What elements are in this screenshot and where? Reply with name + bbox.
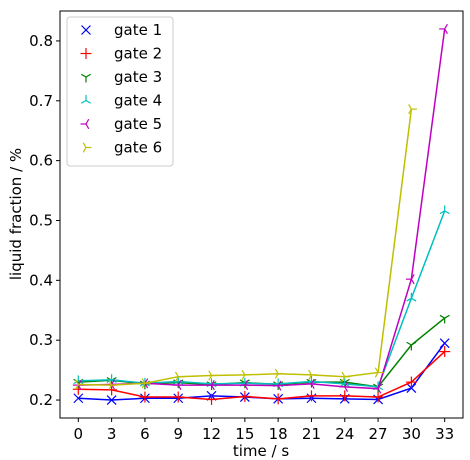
series-gate-6 <box>75 104 417 391</box>
data-point <box>241 369 251 380</box>
data-point <box>372 383 382 394</box>
data-point <box>374 367 384 378</box>
data-point <box>206 380 215 391</box>
data-point <box>174 371 184 382</box>
y-tick-label: 0.7 <box>29 92 53 110</box>
data-point <box>239 390 251 402</box>
data-point <box>305 378 315 389</box>
series-gate-2 <box>72 346 451 405</box>
data-point <box>73 393 84 404</box>
data-point <box>206 393 218 405</box>
x-tick-label: 12 <box>202 425 221 443</box>
data-point <box>108 380 118 391</box>
data-point <box>75 379 84 390</box>
series-line <box>78 351 446 401</box>
x-tick-label: 0 <box>74 425 84 443</box>
x-axis-label: time / s <box>233 442 289 460</box>
legend-marker <box>80 118 90 130</box>
legend-marker <box>81 25 91 35</box>
data-point <box>339 390 351 402</box>
plot-area <box>59 10 464 419</box>
data-point <box>439 314 450 324</box>
legend-label: gate 4 <box>114 92 162 110</box>
x-tick-label: 15 <box>235 425 254 443</box>
data-point <box>408 104 417 115</box>
legend-frame <box>66 16 174 167</box>
y-tick-label: 0.2 <box>29 391 53 409</box>
data-point <box>405 376 417 388</box>
legend-item: gate 4 <box>80 92 162 110</box>
series-gate-3 <box>73 314 450 393</box>
data-point <box>141 378 151 389</box>
data-point <box>272 393 284 405</box>
legend-marker <box>80 48 92 59</box>
legend-item: gate 6 <box>82 139 162 157</box>
x-axis: 0 3 6 9 12 15 18 21 24 27 30 33 <box>74 418 454 443</box>
data-point <box>239 380 249 391</box>
data-point <box>274 368 284 379</box>
data-point <box>106 395 117 405</box>
data-point <box>139 391 151 403</box>
y-tick-label: 0.8 <box>29 32 53 50</box>
data-point <box>406 292 417 302</box>
x-tick-label: 30 <box>402 425 421 443</box>
legend-label: gate 6 <box>114 139 162 157</box>
y-tick-label: 0.6 <box>29 152 53 170</box>
y-axis-label: liquid fraction / % <box>7 148 25 280</box>
legend-item: gate 2 <box>80 45 162 63</box>
data-point <box>208 370 218 381</box>
data-point <box>341 371 351 382</box>
data-point <box>305 390 317 402</box>
legend-marker <box>82 142 92 153</box>
data-point <box>272 380 282 391</box>
y-tick-label: 0.3 <box>29 331 53 349</box>
legend-label: gate 1 <box>114 21 162 39</box>
x-tick-label: 24 <box>335 425 354 443</box>
legend-item: gate 5 <box>80 115 162 133</box>
x-tick-label: 9 <box>173 425 183 443</box>
data-point <box>439 338 450 349</box>
data-point <box>439 23 448 35</box>
data-point <box>73 375 84 385</box>
x-tick-label: 3 <box>107 425 117 443</box>
data-point <box>339 381 349 392</box>
series-gate-4 <box>73 205 450 391</box>
y-axis: 0.2 0.3 0.4 0.5 0.6 0.7 0.8 <box>29 32 60 409</box>
legend-item: gate 1 <box>81 21 162 39</box>
x-tick-label: 18 <box>269 425 288 443</box>
series-line <box>78 210 446 388</box>
legend: gate 1 gate 2 gate 3 gate 4 gate 5 gate 6 <box>66 16 174 167</box>
data-point <box>172 380 182 391</box>
series-layer <box>72 23 451 405</box>
legend-item: gate 3 <box>80 68 162 86</box>
data-point <box>405 274 415 285</box>
data-point <box>172 391 184 403</box>
y-tick-label: 0.4 <box>29 271 53 289</box>
x-tick-label: 21 <box>302 425 321 443</box>
x-tick-label: 33 <box>435 425 454 443</box>
legend-marker <box>80 95 92 104</box>
x-tick-label: 27 <box>369 425 388 443</box>
data-point <box>439 346 451 358</box>
data-point <box>372 391 384 403</box>
legend-label: gate 5 <box>114 115 162 133</box>
data-point <box>308 369 317 380</box>
y-tick-label: 0.5 <box>29 211 53 229</box>
legend-marker <box>80 73 92 83</box>
x-tick-label: 6 <box>140 425 150 443</box>
data-point <box>439 205 450 215</box>
data-point <box>406 383 417 393</box>
legend-label: gate 2 <box>114 45 162 63</box>
legend-label: gate 3 <box>114 68 162 86</box>
data-point <box>406 341 417 351</box>
